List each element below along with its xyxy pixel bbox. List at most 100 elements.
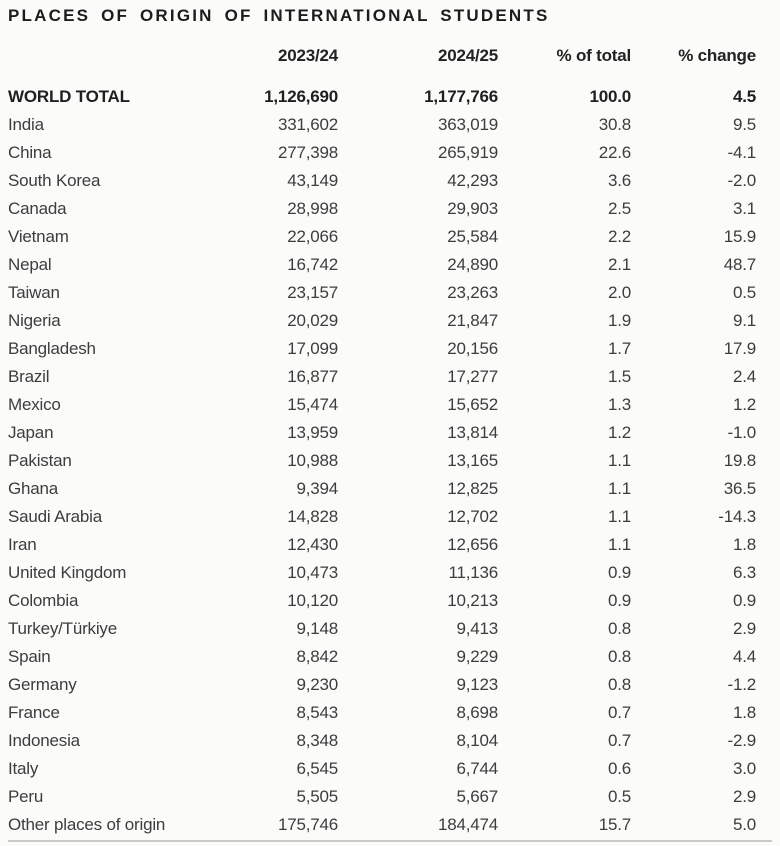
table-row: Canada 28,998 29,903 2.5 3.1 — [8, 195, 756, 223]
value-pct-change: 15.9 — [723, 227, 756, 246]
world-total-row: WORLD TOTAL 1,126,690 1,177,766 100.0 4.… — [8, 83, 756, 111]
value-pct-of-total: 15.7 — [598, 815, 631, 834]
value-2024-25: 29,903 — [447, 199, 498, 218]
place-of-origin-label: Italy — [8, 759, 39, 778]
value-2024-25: 363,019 — [437, 115, 498, 134]
table-row: Iran 12,430 12,656 1.1 1.8 — [8, 531, 756, 559]
value-pct-of-total: 0.7 — [607, 731, 631, 750]
value-2023-24: 331,602 — [277, 115, 338, 134]
value-pct-change: 5.0 — [732, 815, 756, 834]
table-row: Taiwan 23,157 23,263 2.0 0.5 — [8, 279, 756, 307]
place-of-origin-label: Canada — [8, 199, 67, 218]
value-2023-24: 8,842 — [296, 647, 338, 666]
value-2024-25: 9,413 — [456, 619, 498, 638]
table-row: Pakistan 10,988 13,165 1.1 19.8 — [8, 447, 756, 475]
place-of-origin-label: Indonesia — [8, 731, 80, 750]
value-2023-24: 28,998 — [287, 199, 338, 218]
value-2024-25: 8,698 — [456, 703, 498, 722]
world-total-2024-25: 1,177,766 — [424, 87, 498, 106]
table-row: Indonesia 8,348 8,104 0.7 -2.9 — [8, 727, 756, 755]
value-pct-of-total: 1.7 — [607, 339, 631, 358]
value-2023-24: 16,877 — [287, 367, 338, 386]
value-pct-change: -2.0 — [727, 171, 757, 190]
table-row: Other places of origin 175,746 184,474 1… — [8, 811, 756, 839]
value-pct-of-total: 30.8 — [598, 115, 631, 134]
value-pct-of-total: 0.8 — [607, 647, 631, 666]
table-row: Bangladesh 17,099 20,156 1.7 17.9 — [8, 335, 756, 363]
value-pct-change: 2.4 — [732, 367, 756, 386]
world-total-pct-change: 4.5 — [732, 87, 756, 106]
place-of-origin-label: Nepal — [8, 255, 52, 274]
value-pct-of-total: 0.8 — [607, 619, 631, 638]
place-of-origin-label: Peru — [8, 787, 44, 806]
value-2023-24: 9,394 — [296, 479, 338, 498]
value-pct-change: 1.2 — [732, 395, 756, 414]
table-row: Italy 6,545 6,744 0.6 3.0 — [8, 755, 756, 783]
value-2024-25: 10,213 — [447, 591, 498, 610]
value-2024-25: 12,656 — [447, 535, 498, 554]
value-2023-24: 8,543 — [296, 703, 338, 722]
value-pct-of-total: 1.1 — [607, 479, 631, 498]
value-pct-of-total: 2.5 — [607, 199, 631, 218]
table-row: Ghana 9,394 12,825 1.1 36.5 — [8, 475, 756, 503]
value-pct-change: 9.1 — [732, 311, 756, 330]
value-pct-of-total: 1.1 — [607, 451, 631, 470]
page-title: PLACES OF ORIGIN OF INTERNATIONAL STUDEN… — [8, 6, 550, 25]
table-row: Peru 5,505 5,667 0.5 2.9 — [8, 783, 756, 811]
value-2024-25: 42,293 — [447, 171, 498, 190]
place-of-origin-label: China — [8, 143, 52, 162]
value-2023-24: 6,545 — [296, 759, 338, 778]
value-pct-change: -14.3 — [718, 507, 756, 526]
column-header-pct-of-total: % of total — [556, 46, 632, 65]
value-pct-of-total: 1.3 — [607, 395, 631, 414]
place-of-origin-label: Nigeria — [8, 311, 61, 330]
value-pct-change: 48.7 — [723, 255, 756, 274]
value-2023-24: 14,828 — [287, 507, 338, 526]
value-2023-24: 9,148 — [296, 619, 338, 638]
value-2024-25: 12,702 — [447, 507, 498, 526]
value-2024-25: 25,584 — [447, 227, 498, 246]
origins-table: 2023/24 2024/25 % of total % change WORL… — [8, 42, 756, 839]
value-2024-25: 6,744 — [456, 759, 498, 778]
value-2023-24: 277,398 — [277, 143, 338, 162]
place-of-origin-label: India — [8, 115, 44, 134]
table-row: Saudi Arabia 14,828 12,702 1.1 -14.3 — [8, 503, 756, 531]
value-pct-change: 36.5 — [723, 479, 756, 498]
value-2024-25: 5,667 — [456, 787, 498, 806]
place-of-origin-label: Taiwan — [8, 283, 60, 302]
column-header-pct-change: % change — [678, 46, 756, 65]
place-of-origin-label: Ghana — [8, 479, 59, 498]
value-pct-change: 0.9 — [732, 591, 756, 610]
value-pct-change: -4.1 — [727, 143, 757, 162]
value-pct-change: 4.4 — [732, 647, 756, 666]
table-row: Nigeria 20,029 21,847 1.9 9.1 — [8, 307, 756, 335]
value-pct-of-total: 0.6 — [607, 759, 631, 778]
value-pct-change: 1.8 — [732, 703, 756, 722]
value-2024-25: 15,652 — [447, 395, 498, 414]
column-header-place — [8, 42, 208, 83]
place-of-origin-label: Vietnam — [8, 227, 69, 246]
value-2023-24: 5,505 — [296, 787, 338, 806]
place-of-origin-label: Spain — [8, 647, 51, 666]
table-header: 2023/24 2024/25 % of total % change — [8, 42, 756, 83]
place-of-origin-label: Saudi Arabia — [8, 507, 103, 526]
value-2023-24: 23,157 — [287, 283, 338, 302]
table-row: Brazil 16,877 17,277 1.5 2.4 — [8, 363, 756, 391]
value-2024-25: 12,825 — [447, 479, 498, 498]
value-2023-24: 9,230 — [296, 675, 338, 694]
column-header-2023-24: 2023/24 — [277, 46, 338, 65]
value-pct-of-total: 2.2 — [607, 227, 631, 246]
place-of-origin-label: United Kingdom — [8, 563, 127, 582]
value-pct-change: 9.5 — [732, 115, 756, 134]
value-pct-of-total: 2.1 — [607, 255, 631, 274]
value-pct-change: 2.9 — [732, 619, 756, 638]
column-header-2024-25: 2024/25 — [437, 46, 498, 65]
value-2024-25: 23,263 — [447, 283, 498, 302]
table-row: Japan 13,959 13,814 1.2 -1.0 — [8, 419, 756, 447]
value-pct-change: 6.3 — [732, 563, 756, 582]
table-row: France 8,543 8,698 0.7 1.8 — [8, 699, 756, 727]
value-2024-25: 9,123 — [456, 675, 498, 694]
value-pct-of-total: 0.7 — [607, 703, 631, 722]
value-2024-25: 9,229 — [456, 647, 498, 666]
table-body: WORLD TOTAL 1,126,690 1,177,766 100.0 4.… — [8, 83, 756, 839]
